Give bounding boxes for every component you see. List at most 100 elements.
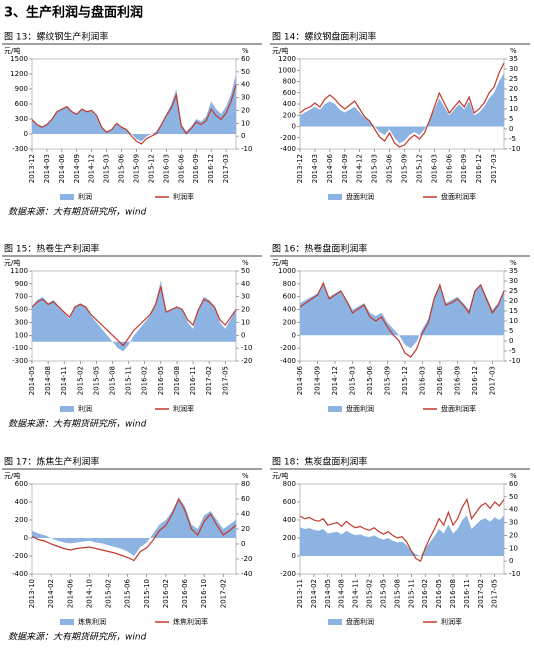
line-series xyxy=(299,497,505,563)
section-heading: 3、生产利润与盘面利润 xyxy=(4,5,143,21)
x-tick-label: 2016-06 xyxy=(177,153,185,183)
y2-tick-label: 25 xyxy=(509,287,518,295)
y2-tick-label: -5 xyxy=(509,135,516,143)
x-tick-label: 2015-12 xyxy=(147,154,155,183)
x-tick-label: 2014-06 xyxy=(66,578,74,608)
x-tick-label: 2016-11 xyxy=(463,579,471,608)
y2-tick-label: 25 xyxy=(509,75,518,83)
x-tick-label: 2015-12 xyxy=(415,154,423,183)
legend-label: 利润 xyxy=(78,192,92,201)
y2-tick-label: -10 xyxy=(509,145,520,153)
y-tick-label: 200 xyxy=(15,516,28,524)
x-tick-label: 2015-03 xyxy=(371,154,379,183)
y-unit: 元/吨 xyxy=(272,258,288,267)
y-tick-label: 200 xyxy=(283,534,296,542)
x-tick-label: 2016-12 xyxy=(471,366,479,395)
x-tick-label: 2017-05 xyxy=(491,579,499,608)
y-tick-label: 1500 xyxy=(10,55,28,63)
y2-tick-label: 10 xyxy=(241,119,250,127)
x-tick-label: 2016-03 xyxy=(430,154,438,183)
legend-label: 盘面利润率 xyxy=(441,404,476,413)
area-series xyxy=(300,73,504,144)
y-tick-label: 900 xyxy=(15,85,28,93)
x-tick-label: 2014-11 xyxy=(60,366,68,395)
y2-tick-label: 20 xyxy=(241,525,250,533)
y2-tick-label: 60 xyxy=(241,55,250,63)
x-tick-label: 2015-06 xyxy=(386,153,394,183)
y-tick-label: 300 xyxy=(15,115,28,123)
legend-swatch xyxy=(328,194,342,200)
y-tick-label: 600 xyxy=(15,480,28,488)
y-tick-label: -400 xyxy=(12,570,28,578)
y2-tick-label: -10 xyxy=(509,357,520,365)
y-tick-label: -300 xyxy=(12,145,28,153)
area-series xyxy=(32,74,236,142)
y-tick-label: 700 xyxy=(15,293,28,301)
x-tick-label: 2017-03 xyxy=(490,154,498,183)
line-series xyxy=(299,281,505,358)
y2-tick-label: 40 xyxy=(509,506,518,514)
chart-title: 图 18：焦炭盘面利润率 xyxy=(272,456,367,468)
x-tick-label: 2016-12 xyxy=(475,154,483,183)
y2-tick-label: 0 xyxy=(241,540,245,548)
x-tick-label: 2014-03 xyxy=(311,154,319,183)
y2-unit: % xyxy=(510,472,517,480)
y-tick-label: 600 xyxy=(15,100,28,108)
y2-tick-label: -20 xyxy=(241,555,252,563)
x-tick-label: 2014-08 xyxy=(338,579,346,608)
y2-tick-label: 0 xyxy=(509,125,513,133)
x-tick-label: 2015-08 xyxy=(109,366,117,395)
x-tick-label: 2016-02 xyxy=(421,579,429,608)
y2-tick-label: -10 xyxy=(509,570,520,578)
y2-tick-label: 0 xyxy=(509,337,513,345)
y2-tick-label: -10 xyxy=(241,145,252,153)
y-tick-label: -200 xyxy=(12,552,28,560)
y-tick-label: 800 xyxy=(283,480,296,488)
y-tick-label: -200 xyxy=(280,570,296,578)
y-tick-label: 600 xyxy=(283,293,296,301)
x-tick-label: 2013-11 xyxy=(296,579,304,608)
x-tick-label: 2015-06 xyxy=(118,153,126,183)
x-tick-label: 2017-05 xyxy=(221,366,229,395)
y2-tick-label: 35 xyxy=(509,267,518,275)
source-note: 数据来源：大有期货研究所，wind xyxy=(8,419,147,430)
x-tick-label: 2016-03 xyxy=(162,154,170,183)
y2-tick-label: -20 xyxy=(241,357,252,365)
y2-tick-label: 30 xyxy=(509,519,518,527)
y-tick-label: 600 xyxy=(283,89,296,97)
x-tick-label: 2016-10 xyxy=(200,579,208,608)
x-tick-label: 2016-02 xyxy=(162,579,170,608)
x-tick-label: 2014-02 xyxy=(310,579,318,608)
x-tick-label: 2014-08 xyxy=(44,366,52,395)
y2-tick-label: 40 xyxy=(241,510,250,518)
x-tick-label: 2014-09 xyxy=(341,154,349,183)
x-tick-label: 2016-06 xyxy=(436,365,444,395)
x-tick-label: 2015-06 xyxy=(366,365,374,395)
y2-tick-label: 20 xyxy=(241,106,250,114)
y-tick-label: 1100 xyxy=(10,267,28,275)
x-tick-label: 2016-03 xyxy=(418,366,426,395)
x-tick-label: 2016-08 xyxy=(173,366,181,395)
chart-title: 图 14：螺纹钢盘面利润率 xyxy=(272,31,376,43)
x-tick-label: 2015-08 xyxy=(393,579,401,608)
y-tick-label: 400 xyxy=(283,100,296,108)
y-tick-label: 1200 xyxy=(278,55,296,63)
y2-tick-label: 0 xyxy=(241,331,245,339)
area-series xyxy=(32,280,236,352)
x-tick-label: 2017-02 xyxy=(205,366,213,395)
x-tick-label: 2016-09 xyxy=(460,154,468,183)
x-tick-label: 2015-02 xyxy=(76,366,84,395)
x-tick-label: 2016-12 xyxy=(207,154,215,183)
y2-unit: % xyxy=(510,47,517,55)
y-tick-label: -400 xyxy=(280,145,296,153)
x-tick-label: 2016-05 xyxy=(435,579,443,608)
y-tick-label: 600 xyxy=(283,498,296,506)
line-series xyxy=(31,497,237,562)
y-tick-label: 800 xyxy=(283,78,296,86)
x-tick-label: 2016-02 xyxy=(141,366,149,395)
x-tick-label: 2015-09 xyxy=(400,154,408,183)
y2-tick-label: 0 xyxy=(509,557,513,565)
y2-tick-label: 35 xyxy=(509,55,518,63)
legend-swatch xyxy=(328,406,342,412)
